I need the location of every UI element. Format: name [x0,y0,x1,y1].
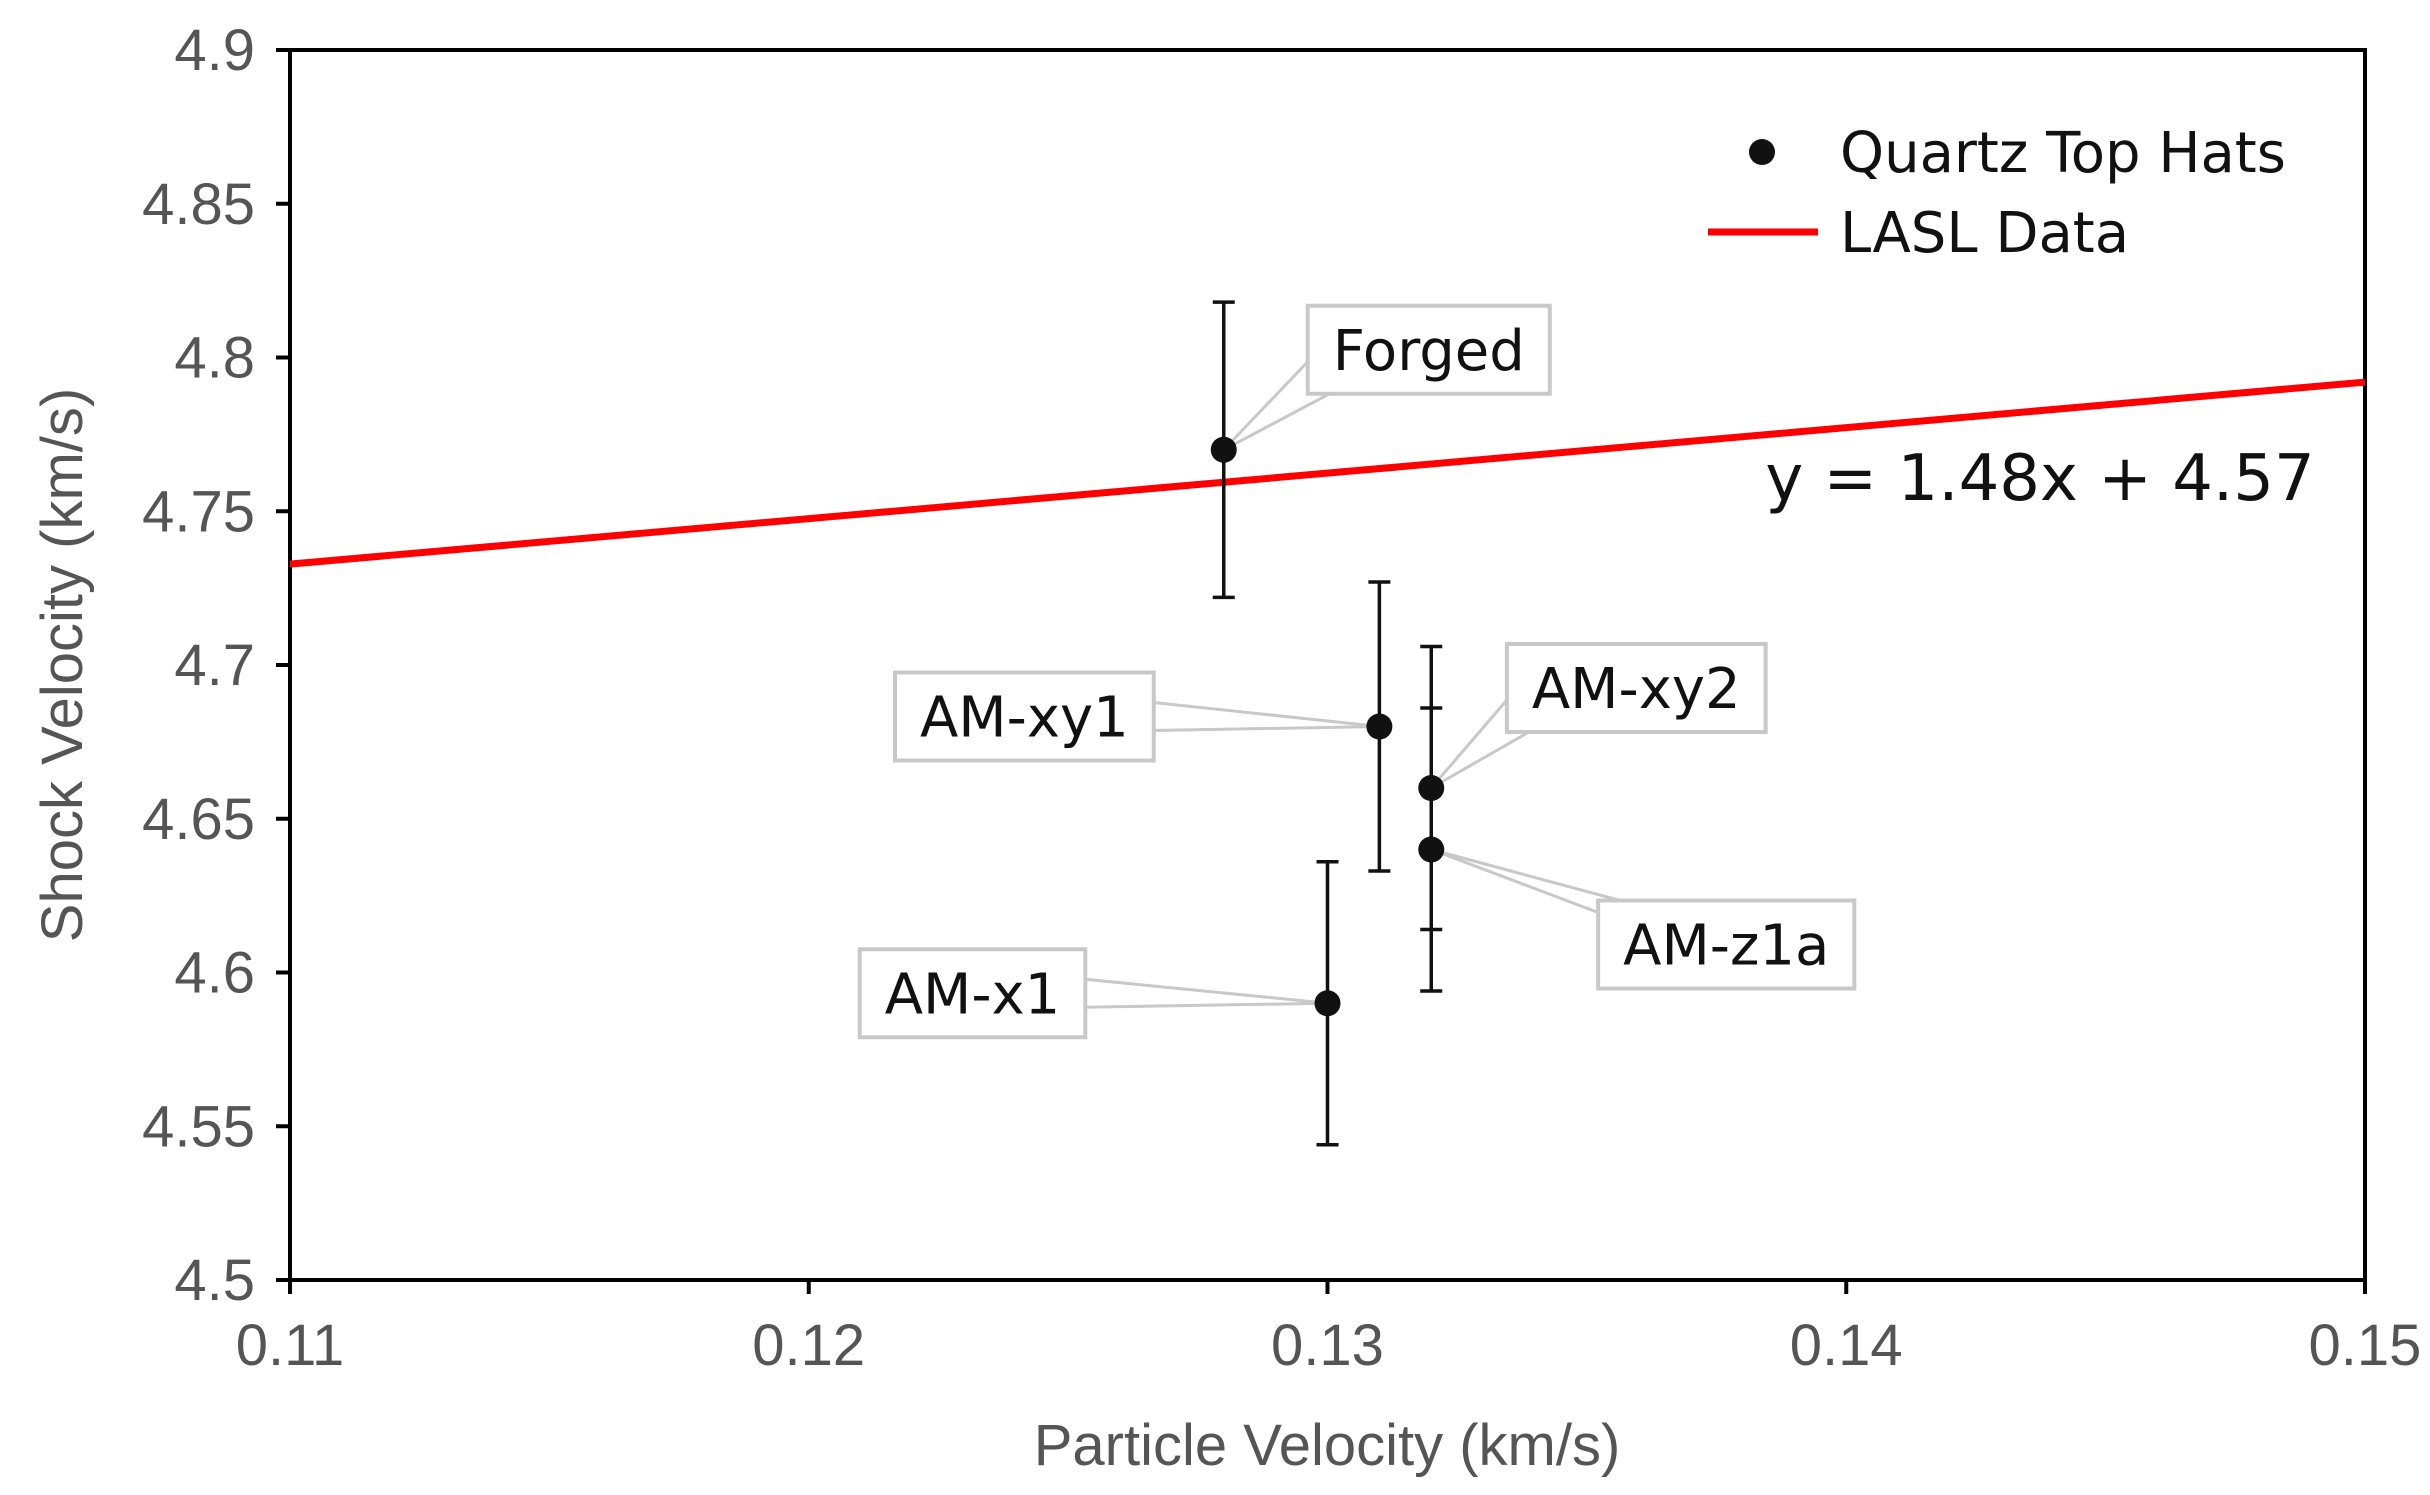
y-tick-label: 4.85 [142,172,255,237]
point-label-box [1305,303,1552,396]
legend-label-lasl: LASL Data [1840,201,2129,266]
x-tick-label: 0.14 [1790,1313,1903,1378]
y-tick-label: 4.55 [142,1094,255,1159]
data-point [1314,990,1341,1017]
point-label-box [1504,642,1768,734]
point-label-text: AM-x1 [885,962,1061,1027]
y-tick-label: 4.75 [142,479,255,544]
point-label-box [1596,898,1857,991]
legend-label-quartz: Quartz Top Hats [1840,121,2286,186]
leader-lines [1083,359,1625,1009]
y-tick-label: 4.5 [174,1248,255,1313]
data-point [1210,436,1237,463]
legend-marker-quartz [1749,139,1775,165]
x-tick-label: 0.15 [2309,1313,2422,1378]
point-label-callout: AM-xy1 [893,670,1156,763]
regression-equation: y = 1.48x + 4.57 [1765,442,2314,516]
x-tick-label: 0.11 [236,1313,345,1378]
point-labels: Forged AM-xy1 AM-xy2 AM-z1a AM-x1 [857,303,1857,1040]
point-label-text: Forged [1333,319,1525,384]
point-label-text: AM-xy2 [1532,657,1741,722]
point-label-callout: Forged [1305,303,1552,396]
lasl-line-layer [289,378,2366,568]
point-label-callout: AM-z1a [1596,898,1857,991]
data-point [1418,775,1445,801]
point-label-text: AM-xy1 [920,686,1129,751]
y-tick-label: 4.7 [174,633,255,698]
point-label-text: AM-z1a [1623,914,1829,979]
point-label-callout: AM-x1 [857,947,1088,1040]
point-label-box [893,670,1156,763]
y-tick-label: 4.9 [174,18,255,83]
data-points [1210,436,1445,1017]
point-label-callout: AM-xy2 [1504,642,1768,734]
y-tick-label: 4.6 [174,941,255,1006]
legend: Quartz Top Hats LASL Data [1708,121,2286,266]
x-axis-title: Particle Velocity (km/s) [1034,1413,1621,1478]
y-axis-ticks: 4.5 4.55 4.6 4.65 4.7 4.75 4.8 4.85 4.9 [142,18,290,1313]
point-label-box [857,947,1088,1040]
x-tick-label: 0.13 [1271,1313,1384,1378]
data-point [1366,713,1393,740]
y-axis-title: Shock Velocity (km/s) [30,388,95,942]
data-point [1418,836,1445,863]
y-tick-label: 4.8 [174,326,255,391]
x-tick-label: 0.12 [752,1313,865,1378]
lasl-fit-line [289,378,2366,568]
x-axis-ticks: 0.11 0.12 0.13 0.14 0.15 [236,1280,2422,1378]
y-tick-label: 4.65 [142,787,255,852]
